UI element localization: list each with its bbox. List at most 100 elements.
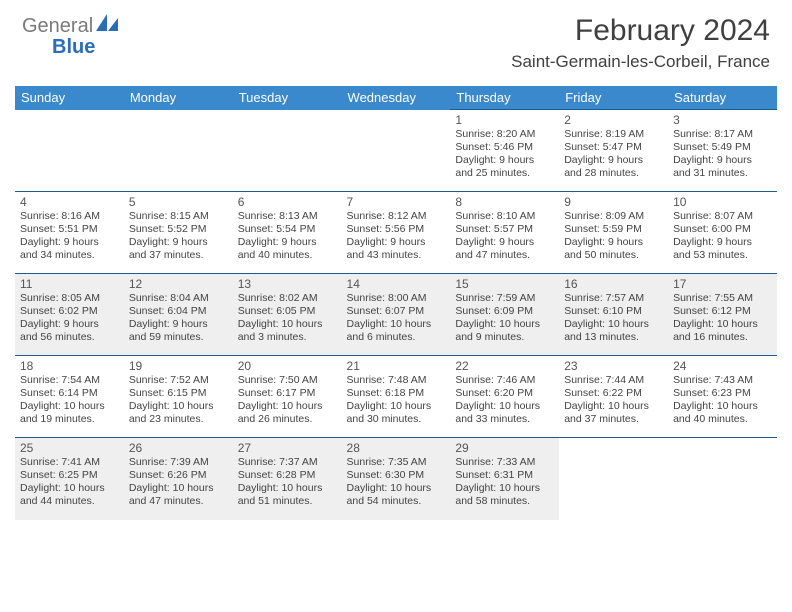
empty-cell	[233, 110, 342, 192]
day-cell: 27Sunrise: 7:37 AMSunset: 6:28 PMDayligh…	[233, 438, 342, 520]
day-number: 23	[564, 359, 663, 373]
day-cell: 6Sunrise: 8:13 AMSunset: 5:54 PMDaylight…	[233, 192, 342, 274]
day-cell: 21Sunrise: 7:48 AMSunset: 6:18 PMDayligh…	[342, 356, 451, 438]
weekday-header: Saturday	[668, 86, 777, 110]
calendar-body: 1Sunrise: 8:20 AMSunset: 5:46 PMDaylight…	[15, 110, 777, 520]
empty-cell	[668, 438, 777, 520]
day-cell: 11Sunrise: 8:05 AMSunset: 6:02 PMDayligh…	[15, 274, 124, 356]
day-cell: 9Sunrise: 8:09 AMSunset: 5:59 PMDaylight…	[559, 192, 668, 274]
day-number: 29	[455, 441, 554, 455]
day-number: 12	[129, 277, 228, 291]
weekday-header: Wednesday	[342, 86, 451, 110]
day-info: Sunrise: 7:44 AMSunset: 6:22 PMDaylight:…	[564, 374, 663, 427]
day-cell: 13Sunrise: 8:02 AMSunset: 6:05 PMDayligh…	[233, 274, 342, 356]
day-info: Sunrise: 8:07 AMSunset: 6:00 PMDaylight:…	[673, 210, 772, 263]
day-info: Sunrise: 8:05 AMSunset: 6:02 PMDaylight:…	[20, 292, 119, 345]
day-number: 19	[129, 359, 228, 373]
day-info: Sunrise: 8:04 AMSunset: 6:04 PMDaylight:…	[129, 292, 228, 345]
month-title: February 2024	[511, 14, 770, 48]
day-info: Sunrise: 7:37 AMSunset: 6:28 PMDaylight:…	[238, 456, 337, 509]
header: General Blue February 2024 Saint-Germain…	[0, 0, 792, 78]
empty-cell	[15, 110, 124, 192]
day-cell: 8Sunrise: 8:10 AMSunset: 5:57 PMDaylight…	[450, 192, 559, 274]
calendar-week-row: 4Sunrise: 8:16 AMSunset: 5:51 PMDaylight…	[15, 192, 777, 274]
day-info: Sunrise: 8:00 AMSunset: 6:07 PMDaylight:…	[347, 292, 446, 345]
day-number: 6	[238, 195, 337, 209]
day-info: Sunrise: 8:12 AMSunset: 5:56 PMDaylight:…	[347, 210, 446, 263]
day-number: 28	[347, 441, 446, 455]
day-number: 14	[347, 277, 446, 291]
day-cell: 3Sunrise: 8:17 AMSunset: 5:49 PMDaylight…	[668, 110, 777, 192]
day-info: Sunrise: 8:15 AMSunset: 5:52 PMDaylight:…	[129, 210, 228, 263]
day-cell: 4Sunrise: 8:16 AMSunset: 5:51 PMDaylight…	[15, 192, 124, 274]
calendar-week-row: 11Sunrise: 8:05 AMSunset: 6:02 PMDayligh…	[15, 274, 777, 356]
day-cell: 17Sunrise: 7:55 AMSunset: 6:12 PMDayligh…	[668, 274, 777, 356]
day-number: 1	[455, 113, 554, 127]
day-number: 21	[347, 359, 446, 373]
weekday-header: Tuesday	[233, 86, 342, 110]
day-info: Sunrise: 7:35 AMSunset: 6:30 PMDaylight:…	[347, 456, 446, 509]
day-number: 4	[20, 195, 119, 209]
day-number: 10	[673, 195, 772, 209]
day-info: Sunrise: 8:13 AMSunset: 5:54 PMDaylight:…	[238, 210, 337, 263]
empty-cell	[559, 438, 668, 520]
day-info: Sunrise: 8:10 AMSunset: 5:57 PMDaylight:…	[455, 210, 554, 263]
weekday-header: Friday	[559, 86, 668, 110]
day-info: Sunrise: 7:39 AMSunset: 6:26 PMDaylight:…	[129, 456, 228, 509]
day-number: 7	[347, 195, 446, 209]
day-info: Sunrise: 8:16 AMSunset: 5:51 PMDaylight:…	[20, 210, 119, 263]
day-info: Sunrise: 7:41 AMSunset: 6:25 PMDaylight:…	[20, 456, 119, 509]
logo: General Blue	[22, 14, 118, 58]
empty-cell	[124, 110, 233, 192]
day-cell: 19Sunrise: 7:52 AMSunset: 6:15 PMDayligh…	[124, 356, 233, 438]
logo-sail-icon	[96, 19, 118, 36]
day-number: 5	[129, 195, 228, 209]
day-cell: 2Sunrise: 8:19 AMSunset: 5:47 PMDaylight…	[559, 110, 668, 192]
day-info: Sunrise: 7:52 AMSunset: 6:15 PMDaylight:…	[129, 374, 228, 427]
day-cell: 14Sunrise: 8:00 AMSunset: 6:07 PMDayligh…	[342, 274, 451, 356]
day-info: Sunrise: 8:20 AMSunset: 5:46 PMDaylight:…	[455, 128, 554, 181]
day-info: Sunrise: 7:50 AMSunset: 6:17 PMDaylight:…	[238, 374, 337, 427]
day-info: Sunrise: 8:17 AMSunset: 5:49 PMDaylight:…	[673, 128, 772, 181]
day-number: 13	[238, 277, 337, 291]
day-number: 15	[455, 277, 554, 291]
calendar-week-row: 18Sunrise: 7:54 AMSunset: 6:14 PMDayligh…	[15, 356, 777, 438]
title-block: February 2024 Saint-Germain-les-Corbeil,…	[511, 14, 770, 72]
day-info: Sunrise: 7:54 AMSunset: 6:14 PMDaylight:…	[20, 374, 119, 427]
day-info: Sunrise: 8:09 AMSunset: 5:59 PMDaylight:…	[564, 210, 663, 263]
calendar-table: SundayMondayTuesdayWednesdayThursdayFrid…	[15, 86, 777, 520]
day-cell: 28Sunrise: 7:35 AMSunset: 6:30 PMDayligh…	[342, 438, 451, 520]
day-number: 16	[564, 277, 663, 291]
day-info: Sunrise: 7:43 AMSunset: 6:23 PMDaylight:…	[673, 374, 772, 427]
calendar-week-row: 1Sunrise: 8:20 AMSunset: 5:46 PMDaylight…	[15, 110, 777, 192]
day-info: Sunrise: 7:46 AMSunset: 6:20 PMDaylight:…	[455, 374, 554, 427]
day-number: 11	[20, 277, 119, 291]
day-cell: 26Sunrise: 7:39 AMSunset: 6:26 PMDayligh…	[124, 438, 233, 520]
weekday-header: Thursday	[450, 86, 559, 110]
day-cell: 16Sunrise: 7:57 AMSunset: 6:10 PMDayligh…	[559, 274, 668, 356]
day-cell: 29Sunrise: 7:33 AMSunset: 6:31 PMDayligh…	[450, 438, 559, 520]
weekday-header: Sunday	[15, 86, 124, 110]
day-cell: 25Sunrise: 7:41 AMSunset: 6:25 PMDayligh…	[15, 438, 124, 520]
day-cell: 12Sunrise: 8:04 AMSunset: 6:04 PMDayligh…	[124, 274, 233, 356]
calendar-week-row: 25Sunrise: 7:41 AMSunset: 6:25 PMDayligh…	[15, 438, 777, 520]
day-cell: 10Sunrise: 8:07 AMSunset: 6:00 PMDayligh…	[668, 192, 777, 274]
calendar-head: SundayMondayTuesdayWednesdayThursdayFrid…	[15, 86, 777, 110]
day-number: 9	[564, 195, 663, 209]
day-number: 20	[238, 359, 337, 373]
logo-word-gray: General	[22, 15, 93, 37]
empty-cell	[342, 110, 451, 192]
day-cell: 5Sunrise: 8:15 AMSunset: 5:52 PMDaylight…	[124, 192, 233, 274]
day-cell: 7Sunrise: 8:12 AMSunset: 5:56 PMDaylight…	[342, 192, 451, 274]
day-number: 3	[673, 113, 772, 127]
day-cell: 1Sunrise: 8:20 AMSunset: 5:46 PMDaylight…	[450, 110, 559, 192]
weekday-row: SundayMondayTuesdayWednesdayThursdayFrid…	[15, 86, 777, 110]
day-info: Sunrise: 7:33 AMSunset: 6:31 PMDaylight:…	[455, 456, 554, 509]
day-cell: 23Sunrise: 7:44 AMSunset: 6:22 PMDayligh…	[559, 356, 668, 438]
day-info: Sunrise: 8:19 AMSunset: 5:47 PMDaylight:…	[564, 128, 663, 181]
day-cell: 20Sunrise: 7:50 AMSunset: 6:17 PMDayligh…	[233, 356, 342, 438]
day-info: Sunrise: 7:48 AMSunset: 6:18 PMDaylight:…	[347, 374, 446, 427]
day-cell: 18Sunrise: 7:54 AMSunset: 6:14 PMDayligh…	[15, 356, 124, 438]
day-cell: 22Sunrise: 7:46 AMSunset: 6:20 PMDayligh…	[450, 356, 559, 438]
day-cell: 24Sunrise: 7:43 AMSunset: 6:23 PMDayligh…	[668, 356, 777, 438]
